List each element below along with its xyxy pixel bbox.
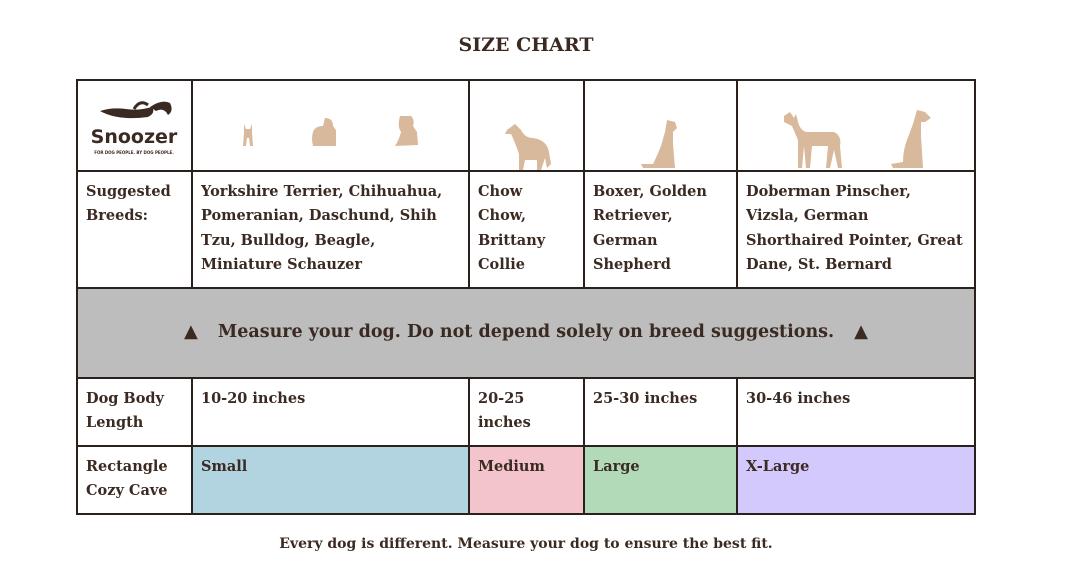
breeds-large: Boxer, Golden Retriever, German Shepherd (583, 169, 738, 289)
breeds-label: Suggested Breeds: (76, 169, 193, 289)
size-label: Rectangle Cozy Cave (76, 444, 193, 515)
large-dog-cell (583, 79, 738, 172)
size-medium: Medium (468, 444, 585, 515)
logo-cell: Snoozer FOR DOG PEOPLE. BY DOG PEOPLE. (76, 79, 193, 172)
great-dane-icon (890, 109, 931, 168)
warning-text: Measure your dog. Do not depend solely o… (217, 322, 835, 343)
warning-icon: ▲ (854, 321, 868, 343)
size-xlarge: X-Large (736, 444, 976, 515)
footer-note: Every dog is different. Measure your dog… (279, 536, 773, 552)
bulldog-icon (395, 115, 419, 146)
xlarge-dogs-cell (736, 79, 976, 172)
svg-text:Snoozer: Snoozer (91, 126, 178, 148)
page-title: SIZE CHART (458, 34, 594, 56)
size-chart-table: Snoozer FOR DOG PEOPLE. BY DOG PEOPLE. S… (76, 79, 976, 515)
shih-tzu-icon (312, 117, 337, 146)
collie-icon (504, 123, 551, 170)
length-label: Dog Body Length (76, 376, 193, 447)
svg-text:FOR DOG PEOPLE. BY DOG PEOPLE.: FOR DOG PEOPLE. BY DOG PEOPLE. (94, 150, 174, 155)
snoozer-logo: Snoozer FOR DOG PEOPLE. BY DOG PEOPLE. (91, 101, 178, 155)
breeds-xlarge: Doberman Pinscher, Vizsla, German Shorth… (736, 169, 976, 289)
chihuahua-icon (242, 123, 253, 146)
length-xlarge: 30-46 inches (736, 376, 976, 447)
size-large: Large (583, 444, 738, 515)
small-dogs-cell (191, 79, 470, 172)
size-small: Small (191, 444, 470, 515)
boxer-icon (640, 119, 677, 168)
length-small: 10-20 inches (191, 376, 470, 447)
medium-dog-cell (468, 79, 585, 172)
warning-icon: ▲ (184, 321, 198, 343)
warning-banner: ▲ Measure your dog. Do not depend solely … (76, 286, 976, 379)
breeds-small: Yorkshire Terrier, Chihuahua, Pomeranian… (191, 169, 470, 289)
length-large: 25-30 inches (583, 376, 738, 447)
length-medium: 20-25 inches (468, 376, 585, 447)
doberman-icon (783, 111, 842, 168)
breeds-medium: Chow Chow, Brittany Collie (468, 169, 585, 289)
